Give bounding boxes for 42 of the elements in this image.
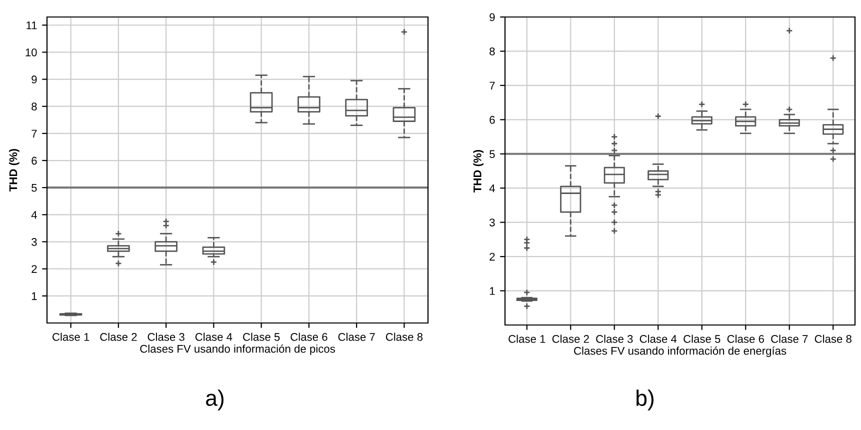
x-tick-label: Clase 5 xyxy=(684,334,720,343)
y-tick-label: 4 xyxy=(31,211,37,219)
y-tick-label: 5 xyxy=(490,150,495,158)
x-tick-label: Clase 1 xyxy=(52,332,90,341)
text: b) xyxy=(636,390,654,410)
x-tick-label: Clase 4 xyxy=(195,332,232,341)
y-tick-label: 6 xyxy=(32,156,37,165)
y-tick-label: 6 xyxy=(490,116,495,124)
x-tick-label: Clase 2 xyxy=(552,334,589,343)
y-axis-title: THD (%) xyxy=(9,148,20,192)
y-tick-label: 10 xyxy=(26,48,37,56)
y-tick-label: 3 xyxy=(490,218,495,226)
x-axis-title: Clases FV usando información de energías xyxy=(574,346,786,357)
y-tick-label: 4 xyxy=(489,184,495,192)
y-tick-label: 9 xyxy=(490,13,495,22)
x-tick-label: Clase 7 xyxy=(338,332,375,341)
y-tick-label: 7 xyxy=(490,82,495,90)
x-axis-title: Clases FV usando información de picos xyxy=(140,344,335,355)
y-tick-label: 1 xyxy=(32,292,37,300)
y-tick-label: 9 xyxy=(32,76,37,84)
y-tick-label: 3 xyxy=(32,238,37,246)
text: a) xyxy=(206,390,224,410)
x-tick-label: Clase 8 xyxy=(386,332,423,341)
x-tick-label: Clase 2 xyxy=(100,332,137,341)
x-tick-label: Clase 6 xyxy=(290,332,328,341)
y-tick-label: 5 xyxy=(32,184,37,192)
y-tick-label: 8 xyxy=(490,47,495,56)
y-axis-title: THD (%) xyxy=(473,150,484,192)
x-tick-label: Clase 6 xyxy=(727,334,764,343)
y-tick-label: 7 xyxy=(32,130,37,138)
x-tick-label: Clase 4 xyxy=(640,334,677,343)
x-tick-label: Clase 3 xyxy=(148,332,184,341)
x-tick-label: Clase 1 xyxy=(508,334,546,343)
x-tick-label: Clase 3 xyxy=(596,334,633,343)
y-tick-label: 1 xyxy=(490,287,495,295)
x-tick-label: Clase 7 xyxy=(771,334,808,343)
y-tick-label: 8 xyxy=(32,102,37,110)
y-tick-label: 11 xyxy=(26,22,37,30)
x-tick-label: Clase 8 xyxy=(814,334,852,343)
y-tick-label: 2 xyxy=(32,265,37,273)
x-tick-label: Clase 5 xyxy=(243,332,280,341)
y-tick-label: 2 xyxy=(490,252,495,261)
